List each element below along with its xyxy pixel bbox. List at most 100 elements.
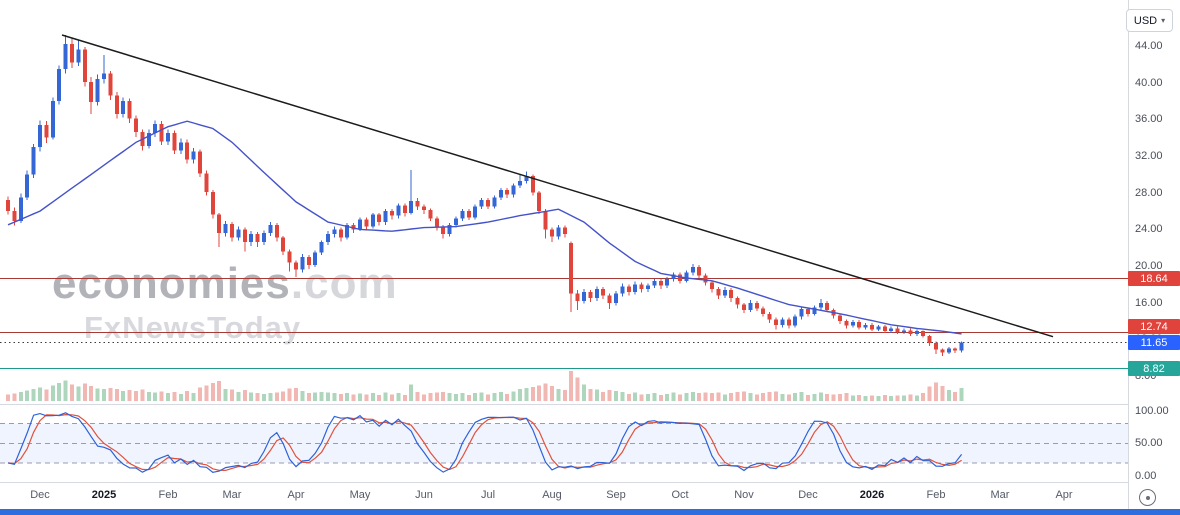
- price-tag: 11.65: [1128, 335, 1180, 351]
- candle-body: [562, 227, 567, 234]
- candle-body: [89, 81, 94, 102]
- time-label: Dec: [798, 489, 818, 501]
- candle-body: [402, 205, 407, 213]
- volume-bar: [140, 389, 145, 401]
- volume-bar: [697, 393, 702, 401]
- volume-bar: [25, 390, 30, 401]
- volume-bar: [479, 392, 484, 401]
- volume-bar: [351, 394, 356, 401]
- candle-body: [287, 251, 292, 263]
- time-label: Apr: [287, 489, 305, 501]
- volume-bar: [530, 387, 535, 401]
- price-axis[interactable]: 44.00 40.00 36.00 32.00 28.00 24.00 20.00 16.00…: [1128, 0, 1180, 509]
- candle-body: [466, 211, 471, 218]
- volume-bar: [466, 395, 471, 401]
- volume-bar: [511, 391, 516, 401]
- volume-bar: [364, 394, 369, 401]
- candle-body: [838, 315, 842, 322]
- candle-body: [38, 124, 42, 147]
- descending-trendline[interactable]: [61, 34, 1054, 338]
- volume-bar: [729, 393, 734, 401]
- volume-bar: [294, 387, 298, 401]
- target-icon[interactable]: [1139, 489, 1156, 506]
- candle-body: [953, 348, 958, 351]
- stochastic-k-line: [7, 412, 963, 474]
- main-chart[interactable]: [0, 0, 1128, 404]
- candle-body: [159, 123, 164, 142]
- volume-bar: [742, 391, 746, 401]
- price-tag: 18.64: [1128, 271, 1180, 287]
- volume-bar: [377, 395, 382, 401]
- candle-body: [198, 151, 202, 174]
- time-axis[interactable]: Dec 2025 Feb Mar Apr May Jun Jul Aug Sep Oct Nov Dec…: [0, 483, 1128, 509]
- volume-bar: [326, 392, 330, 401]
- candle-body: [422, 206, 426, 211]
- candle-body: [31, 146, 36, 175]
- candle-body: [518, 180, 522, 186]
- volume-bar: [626, 393, 631, 401]
- volume-bar: [332, 393, 337, 401]
- volume-bar: [319, 392, 324, 401]
- candle-body: [57, 68, 62, 102]
- volume-bar: [646, 393, 650, 401]
- candle-body: [428, 210, 433, 219]
- candle-body: [825, 302, 830, 311]
- candle-body: [63, 44, 68, 69]
- volume-bar: [447, 393, 452, 401]
- candle-body: [409, 200, 414, 213]
- volume-bar: [217, 381, 222, 401]
- volume-bar: [370, 393, 375, 401]
- candle-body: [569, 243, 574, 294]
- candle-body: [434, 218, 439, 227]
- candle-body: [345, 224, 350, 238]
- volume-bar: [582, 384, 586, 401]
- candle-body: [684, 272, 689, 281]
- volume-bar: [633, 392, 638, 401]
- candle-body: [882, 326, 887, 332]
- candle-body: [415, 200, 420, 207]
- candle-body: [671, 274, 676, 279]
- candle-body: [313, 252, 318, 266]
- price-tick: 24.00: [1135, 223, 1163, 236]
- volume-bar: [153, 392, 158, 401]
- stochastic-panel[interactable]: [0, 405, 1128, 482]
- volume-bar: [908, 394, 913, 401]
- candle-body: [210, 191, 215, 215]
- volume-bar: [639, 394, 644, 401]
- candle-body: [863, 324, 868, 328]
- candle-body: [806, 309, 810, 314]
- volume-bar: [927, 386, 932, 401]
- volume-bar: [601, 392, 606, 401]
- candle-body: [652, 280, 657, 286]
- volume-bar: [607, 390, 612, 401]
- volume-bar: [422, 394, 426, 401]
- volume-bar: [882, 395, 887, 401]
- price-tag: 12.74: [1128, 319, 1180, 335]
- volume-bar: [690, 392, 695, 401]
- volume-bar: [396, 393, 401, 401]
- candle-body: [697, 266, 702, 276]
- currency-dropdown[interactable]: USD ▾: [1126, 9, 1173, 32]
- candle-body: [927, 335, 932, 344]
- volume-bar: [812, 393, 817, 401]
- candle-body: [486, 200, 490, 207]
- candle-body: [870, 324, 874, 330]
- volume-bar: [44, 389, 49, 401]
- volume-bar: [95, 388, 100, 401]
- candle-body: [620, 286, 625, 294]
- candle-body: [300, 256, 305, 270]
- stochastic-d-line: [7, 413, 962, 472]
- panel-separator[interactable]: [0, 404, 1180, 405]
- volume-bar: [857, 395, 862, 401]
- price-tick: 40.00: [1135, 76, 1163, 89]
- candle-body: [178, 142, 183, 151]
- candle-body: [754, 302, 759, 309]
- candle-body: [710, 282, 714, 290]
- volume-bar: [870, 395, 874, 401]
- candle-body: [268, 224, 273, 234]
- volume-bar: [703, 392, 708, 401]
- volume-bar: [82, 383, 87, 401]
- volume-bar: [671, 392, 676, 401]
- volume-bar: [460, 393, 465, 401]
